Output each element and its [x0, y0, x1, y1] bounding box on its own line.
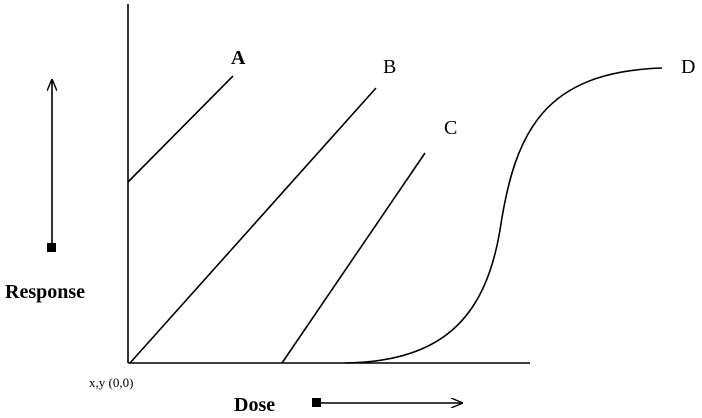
arrow-square	[47, 243, 56, 252]
y-axis-label: Response	[5, 281, 85, 303]
curve-label: D	[681, 56, 695, 78]
origin-label: x,y (0,0)	[89, 375, 133, 390]
curve-label: C	[444, 117, 457, 139]
x-axis-label: Dose	[234, 394, 275, 416]
curve-a	[127, 75, 234, 183]
curve-label: A	[231, 47, 246, 69]
curve-label: B	[383, 56, 396, 78]
curve-b	[129, 87, 377, 364]
curve-c	[281, 152, 426, 364]
curve-d	[344, 67, 663, 364]
arrow-square	[312, 398, 321, 407]
